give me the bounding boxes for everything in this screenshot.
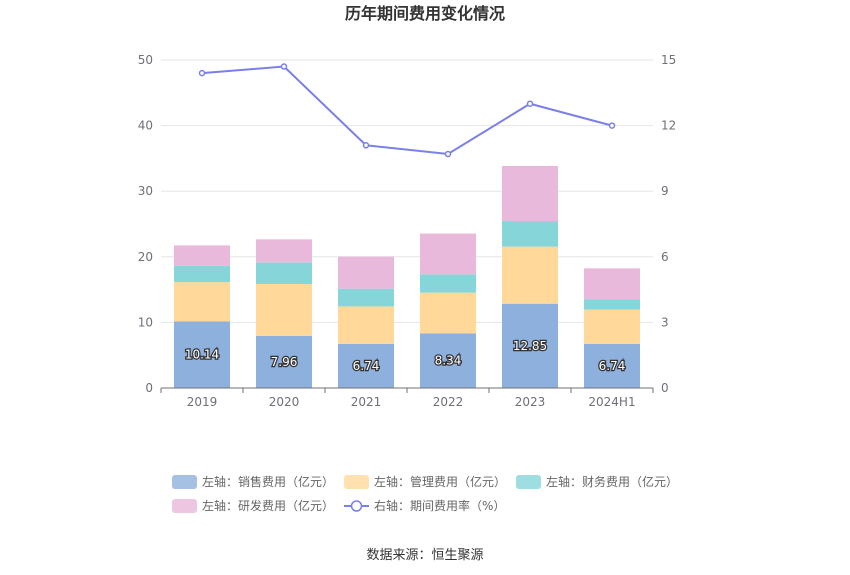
bar-segment — [420, 274, 476, 293]
grid — [161, 59, 653, 323]
legend-marker-icon — [350, 500, 363, 512]
bar-segment — [420, 292, 476, 334]
legend-label: 左轴：财务费用（亿元） — [546, 474, 678, 489]
x-tick-label: 2021 — [351, 395, 382, 409]
legend-item[interactable]: 左轴：财务费用（亿元） — [516, 474, 678, 489]
rate-point — [280, 63, 288, 70]
left-tick-label: 20 — [138, 250, 153, 264]
legend-swatch-icon — [516, 475, 541, 489]
left-axis: 0 10 20 30 40 50 — [138, 53, 153, 395]
bar-data-label: 12.85 — [513, 339, 547, 353]
right-tick-label: 12 — [661, 119, 676, 133]
bar-segment — [174, 321, 230, 388]
right-tick-label: 15 — [661, 53, 676, 67]
legend-item[interactable]: 左轴：管理费用（亿元） — [344, 474, 506, 489]
rate-line — [198, 63, 616, 158]
x-axis: 2019 2020 2021 2022 2023 2024H1 — [160, 387, 654, 409]
right-axis: 0 3 6 9 12 15 — [661, 53, 676, 395]
right-tick-label: 9 — [661, 184, 669, 198]
rate-point — [526, 100, 534, 107]
bar-segment — [502, 303, 558, 388]
bar-segment — [584, 343, 640, 388]
data-labels: 10.14 7.96 6.74 8.34 12.85 6.74 — [184, 338, 627, 375]
source-note: 数据来源：恒生聚源 — [366, 548, 483, 563]
bar-segment — [584, 299, 640, 310]
legend-swatch-icon — [172, 475, 197, 489]
legend-label: 右轴：期间费用率（%） — [374, 498, 505, 513]
bar-segment — [256, 262, 312, 284]
x-tick-label: 2019 — [187, 395, 218, 409]
bar-data-label: 10.14 — [185, 348, 219, 362]
chart-title: 历年期间费用变化情况 — [345, 4, 505, 23]
bar-segment — [420, 233, 476, 275]
right-tick-label: 6 — [661, 250, 669, 264]
x-tick-label: 2023 — [515, 395, 546, 409]
bar-segment — [338, 288, 394, 307]
legend-label: 左轴：管理费用（亿元） — [374, 474, 506, 489]
legend[interactable]: 左轴：销售费用（亿元） 左轴：管理费用（亿元） 左轴：财务费用（亿元） 左轴：研发费用… — [172, 474, 678, 513]
bar-segment — [502, 221, 558, 247]
bar-segment — [338, 256, 394, 289]
left-tick-label: 50 — [138, 53, 153, 67]
bar-data-label: 8.34 — [435, 354, 462, 368]
bars — [174, 165, 640, 388]
bar-segment — [174, 245, 230, 266]
bar-segment — [174, 265, 230, 283]
right-tick-label: 3 — [661, 315, 669, 329]
bar-segment — [256, 239, 312, 263]
bar-segment — [256, 283, 312, 336]
bar-segment — [584, 268, 640, 300]
bar-segment — [584, 309, 640, 344]
bar-data-label: 6.74 — [599, 359, 626, 373]
bar-segment — [256, 335, 312, 388]
bar-segment — [338, 306, 394, 344]
bar-segment — [174, 282, 230, 322]
legend-item[interactable]: 右轴：期间费用率（%） — [344, 498, 505, 513]
x-tick-label: 2022 — [433, 395, 464, 409]
legend-label: 左轴：销售费用（亿元） — [202, 474, 334, 489]
x-tick-label: 2024H1 — [588, 395, 635, 409]
rate-point — [198, 69, 206, 77]
bar-segment — [338, 343, 394, 388]
left-tick-label: 0 — [145, 381, 153, 395]
rate-point — [608, 122, 616, 129]
legend-swatch-icon — [344, 475, 369, 489]
rate-point — [362, 142, 370, 149]
bar-segment — [420, 333, 476, 388]
bar-segment — [502, 165, 558, 222]
rate-point — [444, 150, 452, 158]
left-tick-label: 10 — [138, 315, 153, 329]
bar-data-label: 6.74 — [353, 359, 380, 373]
left-tick-label: 30 — [138, 184, 153, 198]
legend-item[interactable]: 左轴：销售费用（亿元） — [172, 474, 334, 489]
rate-line-path — [201, 65, 613, 156]
legend-swatch-icon — [172, 499, 197, 513]
x-tick-label: 2020 — [269, 395, 300, 409]
bar-segment — [502, 246, 558, 304]
left-tick-label: 40 — [138, 119, 153, 133]
legend-label: 左轴：研发费用（亿元） — [202, 498, 334, 513]
legend-item[interactable]: 左轴：研发费用（亿元） — [172, 498, 334, 513]
bar-data-label: 7.96 — [271, 355, 298, 369]
right-tick-label: 0 — [661, 381, 669, 395]
